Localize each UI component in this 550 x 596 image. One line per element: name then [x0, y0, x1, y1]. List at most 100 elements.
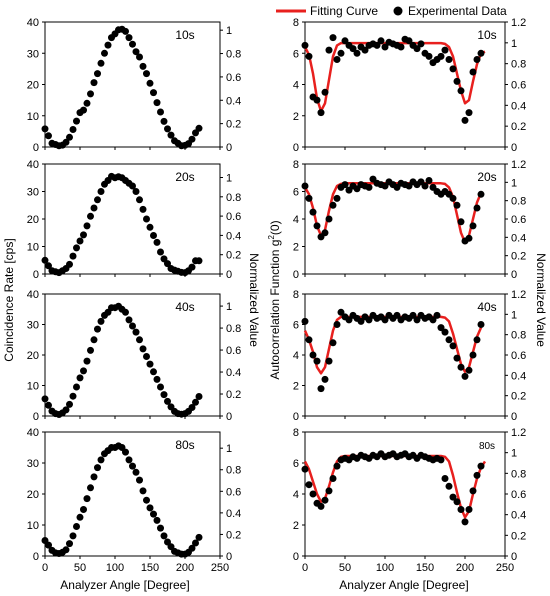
data-point: [309, 490, 317, 498]
data-point: [465, 506, 473, 513]
y2-tick-label: 0.2: [226, 389, 241, 401]
data-point: [353, 49, 361, 57]
y-tick-label: 0: [293, 551, 299, 563]
data-point: [333, 56, 341, 63]
y-tick-label: 0: [33, 411, 39, 423]
data-point: [325, 487, 333, 495]
chart-panel-right-20s: 0 2 4 6 8 0 0.2 0.4 0.6 0.8 1 1.2 20s: [293, 159, 526, 281]
data-point: [313, 222, 321, 230]
data-point: [143, 70, 150, 78]
data-point: [329, 475, 337, 482]
data-point: [365, 316, 373, 324]
data-point: [409, 311, 417, 319]
data-point: [195, 124, 203, 132]
right-y-axis-title-main: Autocorrelation Function g: [268, 240, 282, 380]
data-point: [76, 513, 84, 521]
data-point: [309, 208, 317, 216]
data-point: [445, 56, 453, 63]
y2-tick-label: 0: [226, 411, 232, 423]
data-point: [94, 70, 101, 78]
y-tick-label: 2: [293, 111, 299, 123]
data-point: [413, 45, 421, 53]
data-point: [167, 131, 175, 139]
data-point: [136, 53, 143, 61]
y2-tick-label: 0.4: [226, 95, 241, 107]
right-x-axis-title: Analyzer Angle [Degree]: [339, 578, 468, 592]
data-point: [445, 336, 453, 344]
y-tick-label: 4: [293, 214, 299, 226]
data-point: [192, 539, 199, 547]
data-point: [313, 357, 321, 365]
data-point: [457, 218, 465, 226]
y-tick-label: 40: [27, 289, 39, 301]
y2-tick-label: 0.8: [511, 59, 526, 71]
y-tick-label: 2: [293, 381, 299, 393]
data-point: [157, 108, 164, 116]
x-tick-label: 100: [106, 562, 124, 574]
y2-tick-label: 0.8: [511, 330, 526, 342]
panel-annotation-40s: 40s: [175, 300, 194, 314]
data-point: [62, 138, 70, 146]
y-tick-label: 6: [293, 458, 299, 470]
data-point: [453, 201, 461, 209]
data-point: [62, 406, 70, 414]
data-point: [477, 190, 485, 198]
data-point: [69, 532, 77, 540]
data-point: [473, 204, 481, 212]
y2-tick-label: 1.2: [511, 17, 526, 29]
data-point: [301, 465, 309, 473]
y2-tick-label: 0.8: [226, 49, 241, 61]
data-point: [461, 116, 469, 124]
data-point: [449, 493, 457, 501]
y2-tick-label: 0.8: [226, 192, 241, 204]
y2-tick-label: 0.8: [511, 468, 526, 480]
y-tick-label: 8: [293, 17, 299, 29]
data-point: [425, 177, 433, 184]
data-point: [139, 345, 147, 353]
data-point: [136, 336, 143, 344]
data-point: [365, 183, 373, 191]
y2-tick-label: 0.4: [226, 367, 241, 379]
data-point: [160, 391, 168, 399]
x-tick-label: 200: [176, 562, 194, 574]
data-point: [157, 383, 164, 391]
data-point: [445, 482, 453, 490]
data-point: [329, 339, 337, 347]
data-point: [76, 237, 84, 245]
legend-data-label: Experimental Data: [408, 4, 507, 18]
data-point: [129, 462, 136, 470]
legend-data-marker: [393, 6, 403, 16]
y2-tick-label: 1: [511, 177, 517, 189]
data-point: [83, 99, 91, 107]
data-point: [305, 52, 313, 60]
data-point: [94, 196, 101, 204]
y2-tick-label: 0.2: [511, 251, 526, 263]
y-tick-label: 4: [293, 489, 299, 501]
y2-tick-label: 0.6: [226, 72, 241, 84]
data-point: [441, 328, 449, 336]
data-point: [195, 393, 203, 400]
y-tick-label: 40: [27, 159, 39, 171]
data-point: [461, 372, 469, 380]
chart-panel-right-10s: 0 2 4 6 8 0 0.2 0.4 0.6 0.8 1 1.2 10s: [293, 17, 526, 154]
data-point: [146, 223, 154, 231]
data-point: [94, 464, 101, 472]
data-point: [45, 541, 52, 549]
data-point: [473, 336, 481, 344]
y-tick-label: 30: [27, 458, 39, 470]
panel-annotation-20s: 20s: [477, 170, 496, 184]
fitting-curve: [303, 41, 486, 113]
data-point: [164, 260, 171, 268]
y2-tick-label: 0.8: [226, 465, 241, 477]
data-point: [143, 496, 150, 504]
data-point: [160, 117, 168, 125]
data-point: [457, 87, 465, 95]
data-point: [80, 106, 87, 114]
y2-tick-label: 0.6: [511, 214, 526, 226]
right-y-axis-title: Autocorrelation Function g2(0): [267, 220, 282, 379]
x-tick-label: 50: [339, 562, 351, 574]
data-point: [337, 308, 345, 316]
legend: Fitting Curve Experimental Data: [276, 4, 507, 18]
data-point: [373, 41, 381, 49]
data-point: [188, 263, 196, 271]
